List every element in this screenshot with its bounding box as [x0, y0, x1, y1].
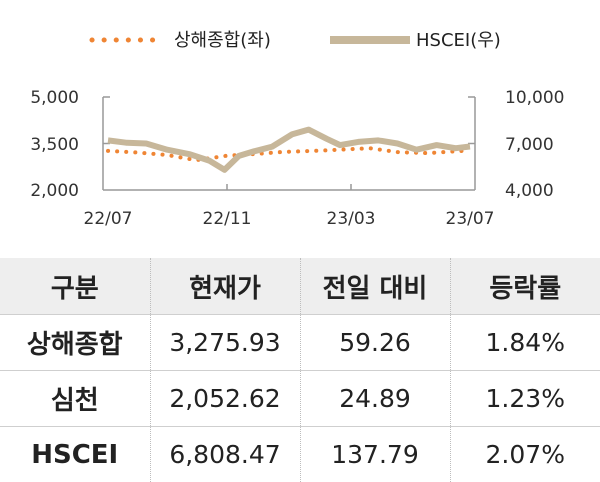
- left-tick-labels: 5,000 3,500 2,000: [30, 88, 79, 201]
- row-name: 상해종합: [0, 315, 150, 371]
- row-price: 3,275.93: [150, 315, 300, 371]
- table-row: 상해종합 3,275.93 59.26 1.84%: [0, 315, 600, 371]
- right-tick-label: 10,000: [505, 88, 564, 108]
- table-row: HSCEI 6,808.47 137.79 2.07%: [0, 427, 600, 482]
- x-tick-label: 22/07: [84, 209, 133, 229]
- row-rate: 1.23%: [450, 371, 600, 427]
- row-name: 심천: [0, 371, 150, 427]
- row-rate: 2.07%: [450, 427, 600, 482]
- header-change: 전일 대비: [300, 258, 450, 315]
- x-tick-label: 22/11: [203, 209, 252, 229]
- legend-label-shanghai: 상해종합(좌): [174, 30, 271, 51]
- left-tick-label: 2,000: [30, 181, 79, 201]
- row-change: 24.89: [300, 371, 450, 427]
- x-tick-labels: 22/07 22/11 23/03 23/07: [84, 209, 495, 229]
- header-category: 구분: [0, 258, 150, 315]
- table-header-row: 구분 현재가 전일 대비 등락률: [0, 258, 600, 315]
- legend-label-hscei: HSCEI(우): [416, 30, 501, 51]
- index-table: 구분 현재가 전일 대비 등락률 상해종합 3,275.93 59.26 1.8…: [0, 258, 600, 482]
- chart-legend: 상해종합(좌) HSCEI(우): [92, 30, 501, 51]
- right-tick-label: 7,000: [505, 135, 554, 155]
- left-tick-label: 5,000: [30, 88, 79, 108]
- row-price: 2,052.62: [150, 371, 300, 427]
- x-tick-label: 23/07: [446, 209, 495, 229]
- header-price: 현재가: [150, 258, 300, 315]
- row-price: 6,808.47: [150, 427, 300, 482]
- row-change: 59.26: [300, 315, 450, 371]
- chart-axes: [103, 97, 475, 190]
- left-tick-label: 3,500: [30, 135, 79, 155]
- row-rate: 1.84%: [450, 315, 600, 371]
- x-tick-label: 23/03: [327, 209, 376, 229]
- right-tick-label: 4,000: [505, 181, 554, 201]
- index-chart: 상해종합(좌) HSCEI(우) 5,000 3,500 2,000 10,00…: [0, 0, 600, 250]
- right-tick-labels: 10,000 7,000 4,000: [505, 88, 564, 201]
- series-line-hscei: [108, 130, 470, 170]
- chart-series: [108, 130, 470, 170]
- table-row: 심천 2,052.62 24.89 1.23%: [0, 371, 600, 427]
- row-name: HSCEI: [0, 427, 150, 482]
- row-change: 137.79: [300, 427, 450, 482]
- chart-svg: 상해종합(좌) HSCEI(우) 5,000 3,500 2,000 10,00…: [0, 0, 600, 250]
- header-rate: 등락률: [450, 258, 600, 315]
